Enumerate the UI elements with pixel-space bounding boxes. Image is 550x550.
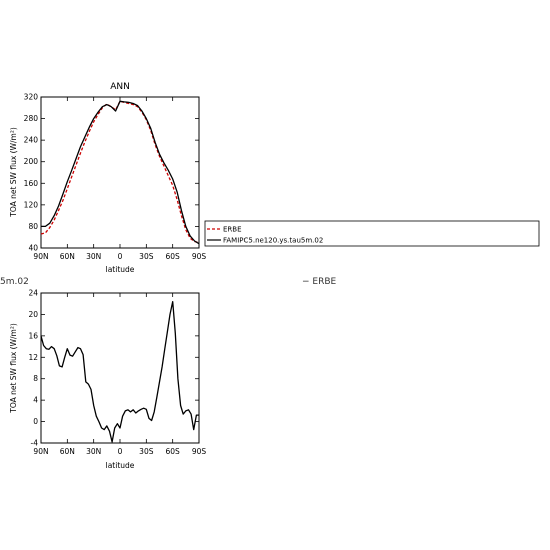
y-tick-label-bottom: 0: [33, 417, 38, 426]
series-line-top-1: [41, 100, 200, 245]
x-tick-label-top: 0: [118, 252, 123, 261]
y-tick-label-top: 40: [28, 244, 38, 253]
x-tick-label-bottom: 60S: [166, 447, 181, 456]
legend: ERBE FAMIPC5.ne120.ys.tau5m.02: [204, 220, 540, 247]
panel-top: ANN 90N 60N 30N 0 30S 60S 90S 40 80 120 160 200 240 2…: [9, 82, 206, 274]
y-tick-label-top: 120: [24, 200, 39, 209]
x-tick-label-bottom: 90N: [33, 447, 48, 456]
x-tick-label-bottom: 30S: [139, 447, 154, 456]
y-tick-label-top: 280: [24, 114, 39, 123]
series-line-bottom-0: [40, 300, 199, 443]
x-tick-label-bottom: 30N: [86, 447, 101, 456]
y-tick-label-top: 240: [24, 136, 39, 145]
series-line-top-0: [40, 100, 200, 244]
y-axis-label-bottom: TOA net SW flux (W/m²): [9, 323, 18, 414]
x-tick-label-top: 30N: [86, 252, 101, 261]
plot-frame-bottom: [40, 292, 200, 444]
x-tick-label-top: 90N: [33, 252, 48, 261]
x-tick-label-bottom: 0: [118, 447, 123, 456]
x-tick-label-bottom: 60N: [60, 447, 75, 456]
y-tick-label-bottom: -4: [31, 439, 39, 448]
x-tick-label-top: 30S: [139, 252, 154, 261]
x-tick-label-top: 90S: [192, 252, 207, 261]
y-tick-label-top: 80: [28, 222, 38, 231]
x-axis-label-top: latitude: [106, 265, 135, 274]
x-tick-label-top: 60N: [60, 252, 75, 261]
y-tick-label-top: 200: [24, 157, 39, 166]
y-tick-label-bottom: 20: [28, 310, 38, 319]
legend-label-erbe: ERBE: [223, 226, 242, 234]
y-tick-label-bottom: 12: [28, 353, 38, 362]
x-tick-label-bottom: 90S: [192, 447, 207, 456]
stray-title-fragment-left: 5m.02: [0, 277, 29, 287]
y-tick-label-bottom: 24: [28, 289, 38, 298]
y-tick-label-bottom: 4: [33, 396, 38, 405]
tick-group-top: 90N 60N 30N 0 30S 60S 90S 40 80 120 160 200 240 280 32…: [24, 93, 207, 262]
stray-title-fragment-right: − ERBE: [302, 277, 337, 287]
series-group-top: [40, 100, 200, 245]
y-axis-label-top: TOA net SW flux (W/m²): [9, 127, 18, 218]
y-tick-label-top: 160: [24, 179, 39, 188]
panel-bottom: 90N 60N 30N 0 30S 60S 90S -4 0 4 8 12 16 20 24 latitud…: [9, 289, 206, 471]
legend-box: [204, 220, 540, 247]
legend-label-model: FAMIPC5.ne120.ys.tau5m.02: [223, 237, 323, 245]
chart-title: ANN: [110, 82, 130, 92]
y-tick-label-top: 320: [24, 93, 39, 102]
y-tick-label-bottom: 8: [33, 374, 38, 383]
tick-group-bottom: 90N 60N 30N 0 30S 60S 90S -4 0 4 8 12 16 20 24: [28, 289, 206, 457]
x-axis-label-bottom: latitude: [106, 461, 135, 470]
y-tick-label-bottom: 16: [28, 331, 38, 340]
plot-frame-top: [40, 96, 200, 249]
x-tick-label-top: 60S: [166, 252, 181, 261]
series-group-bottom: [40, 300, 199, 443]
